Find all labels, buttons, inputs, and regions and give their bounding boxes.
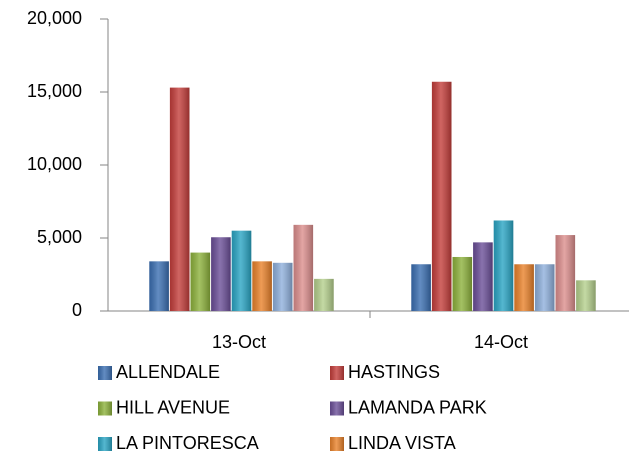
legend-swatch-shade: [98, 437, 112, 451]
bar-shade: [534, 264, 555, 311]
legend-label: HASTINGS: [348, 362, 440, 382]
legend-label: LA PINTORESCA: [116, 433, 259, 453]
legend-swatch-shade: [330, 366, 344, 380]
y-tick-label: 15,000: [27, 81, 82, 101]
legend-swatch-shade: [330, 437, 344, 451]
legend-swatch-shade: [98, 366, 112, 380]
y-tick-label: 20,000: [27, 8, 82, 28]
legend-label: LINDA VISTA: [348, 433, 456, 453]
legend-label: ALLENDALE: [116, 362, 220, 382]
legend-swatch-shade: [330, 401, 344, 416]
bar-shade: [169, 87, 190, 312]
legend-label: LAMANDA PARK: [348, 397, 487, 417]
bar-shade: [149, 261, 169, 311]
bar-shade: [293, 224, 314, 311]
bar-shade: [555, 235, 576, 311]
y-tick-label: 10,000: [27, 154, 82, 174]
bar-shade: [514, 264, 534, 311]
bar-shade: [231, 230, 252, 311]
bar-shade: [190, 252, 211, 311]
bar-shade: [452, 256, 473, 311]
legend-label: HILL AVENUE: [116, 397, 230, 417]
bar-shade: [314, 278, 334, 311]
x-tick-label: 14-Oct: [474, 332, 528, 352]
bar-shade: [252, 261, 272, 311]
bar-shade: [576, 280, 596, 311]
y-tick-label: 5,000: [37, 227, 82, 247]
bar-shade: [473, 242, 493, 311]
y-tick-label: 0: [72, 300, 82, 320]
bar-shade: [411, 264, 431, 311]
x-tick-label: 13-Oct: [212, 332, 266, 352]
bar-shade: [272, 262, 293, 311]
bar-shade: [493, 220, 514, 311]
bar-shade: [211, 237, 231, 311]
legend-swatch-shade: [98, 401, 112, 416]
bar-shade: [431, 81, 452, 311]
